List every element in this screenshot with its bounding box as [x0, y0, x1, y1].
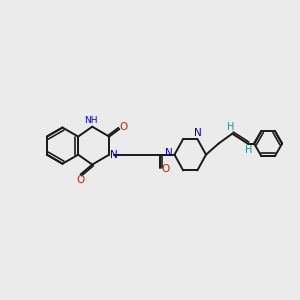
Text: H: H [244, 145, 252, 155]
Text: O: O [119, 122, 128, 132]
Text: O: O [76, 175, 84, 185]
Text: N: N [194, 128, 202, 138]
Text: O: O [162, 164, 170, 174]
Text: N: N [110, 150, 118, 160]
Text: N: N [165, 148, 173, 158]
Text: H: H [227, 122, 235, 132]
Text: NH: NH [84, 116, 98, 125]
